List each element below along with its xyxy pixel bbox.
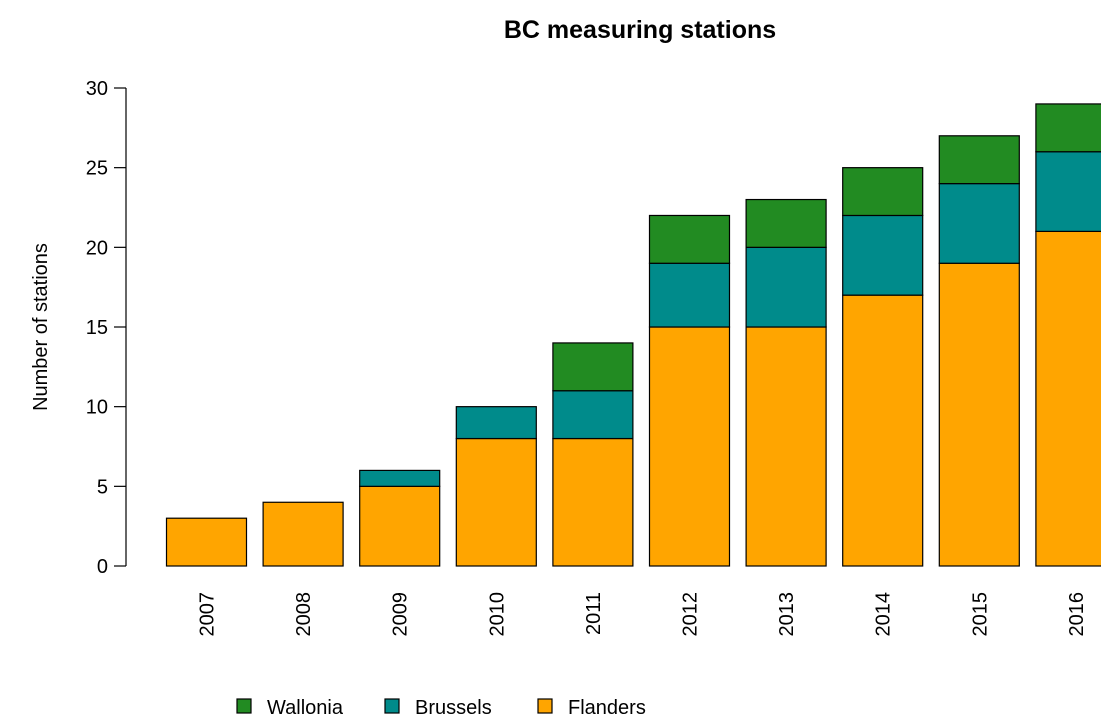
bar-segment-flanders-2011 — [552, 437, 634, 567]
bar-segment-wallonia-2011 — [552, 342, 634, 392]
bar-segment-brussels-2009 — [359, 469, 441, 487]
x-tick-label: 2014 — [873, 592, 895, 637]
legend-label-wallonia: Wallonia — [267, 697, 344, 719]
legend: Wallonia Brussels Flanders — [236, 697, 646, 719]
bar-segment-wallonia-2016 — [1035, 103, 1101, 153]
y-tick-label: 0 — [97, 556, 108, 578]
bar-segment-wallonia-2012 — [648, 214, 731, 264]
y-axis: 0 5 10 15 20 25 30 — [86, 78, 127, 578]
y-tick-label: 15 — [86, 317, 108, 339]
bar-segment-flanders-2008 — [262, 501, 344, 567]
y-tick-label: 25 — [86, 158, 108, 180]
y-tick-label: 5 — [97, 476, 108, 498]
x-tick-label: 2016 — [1066, 592, 1088, 637]
bar-segment-flanders-2009 — [359, 485, 441, 567]
bar-segment-brussels-2011 — [552, 390, 634, 440]
x-axis-labels: 2007 2008 2009 2010 2011 2012 2013 2014 2015 2016 — [197, 592, 1088, 637]
x-tick-label: 2015 — [969, 592, 991, 637]
legend-swatch-wallonia — [236, 698, 252, 714]
bar-segment-wallonia-2015 — [938, 135, 1020, 185]
bar-segment-flanders-2016 — [1035, 230, 1101, 567]
y-axis-label: Number of stations — [30, 243, 52, 411]
bar-segment-flanders-2013 — [745, 326, 827, 567]
bar-segment-brussels-2010 — [455, 406, 537, 440]
x-tick-label: 2012 — [680, 592, 702, 637]
y-tick-label: 10 — [86, 397, 108, 419]
bar-segment-flanders-2010 — [455, 437, 537, 567]
x-tick-label: 2009 — [390, 592, 412, 637]
x-tick-label: 2010 — [486, 592, 508, 637]
bar-segment-flanders-2014 — [842, 294, 924, 567]
bar-segment-brussels-2015 — [938, 183, 1020, 264]
legend-swatch-brussels — [384, 698, 400, 714]
bars-group — [165, 103, 1101, 567]
bar-segment-brussels-2014 — [842, 214, 924, 296]
chart-title: BC measuring stations — [504, 16, 776, 44]
bar-segment-wallonia-2013 — [745, 198, 827, 248]
bar-segment-flanders-2007 — [165, 517, 248, 567]
y-tick-label: 30 — [86, 78, 108, 100]
bar-segment-brussels-2016 — [1035, 151, 1101, 233]
bar-segment-flanders-2015 — [938, 262, 1020, 567]
y-tick-label: 20 — [86, 237, 108, 259]
bar-segment-flanders-2012 — [648, 326, 731, 567]
bar-segment-brussels-2013 — [745, 246, 827, 328]
bar-segment-wallonia-2014 — [842, 167, 924, 217]
x-tick-label: 2011 — [583, 592, 605, 635]
x-tick-label: 2007 — [197, 592, 219, 637]
x-tick-label: 2008 — [293, 592, 315, 637]
bar-segment-brussels-2012 — [648, 262, 731, 328]
legend-label-flanders: Flanders — [568, 697, 646, 719]
legend-swatch-flanders — [537, 698, 553, 714]
x-tick-label: 2013 — [776, 592, 798, 637]
legend-label-brussels: Brussels — [415, 697, 492, 719]
